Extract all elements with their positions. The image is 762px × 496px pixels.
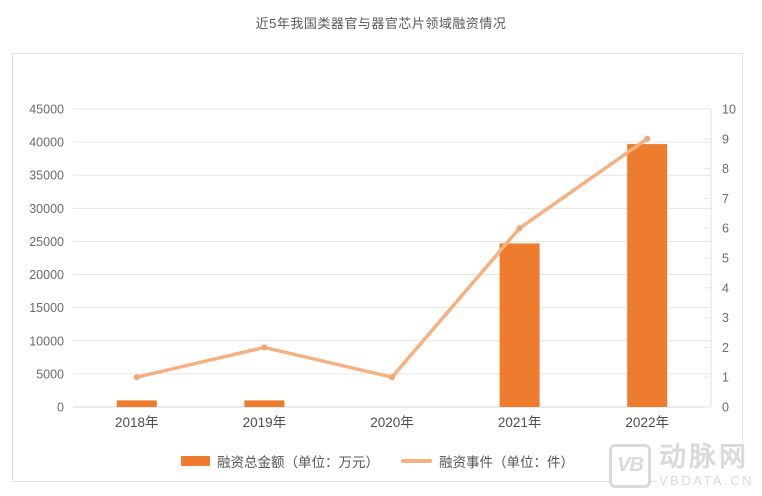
legend-item-line[interactable]: 融资事件（单位：件） [401,451,574,471]
right-axis-tick-label: 7 [722,192,729,206]
left-axis-tick-label: 15000 [29,301,64,315]
bar-2022年 [627,144,668,407]
line-point-2021年 [516,225,523,232]
watermark-domain: VBDATA.CN [659,473,754,488]
right-axis-tick-label: 3 [722,311,729,325]
line-point-2020年 [389,374,395,381]
bar-2019年 [244,400,285,407]
bar-2018年 [116,400,157,407]
left-axis-tick-label: 10000 [29,334,64,348]
legend-label-bar: 融资总金额（单位：万元） [217,455,379,470]
line-swatch-icon [401,459,432,463]
line-point-2018年 [133,374,140,381]
left-axis-tick-label: 45000 [29,103,64,117]
right-axis-tick-label: 10 [722,103,736,117]
watermark-brand: 动脉网 [659,442,750,472]
right-axis-tick-label: 0 [722,401,729,415]
right-axis-tick-label: 1 [722,371,729,385]
line-point-2022年 [644,135,651,142]
legend-item-bar[interactable]: 融资总金额（单位：万元） [181,451,379,471]
financing-chart: 0 5000 10000 15000 20000 25000 30000 35000 40000… [29,103,736,431]
right-axis-tick-label: 2 [722,341,729,355]
left-axis-tick-label: 35000 [29,169,64,183]
x-axis-label: 2021年 [498,415,542,430]
chart-card: 0 5000 10000 15000 20000 25000 30000 35000 40000… [12,53,743,482]
watermark-text: 动脉网 VBDATA.CN [657,442,756,489]
watermark: VB 动脉网 VBDATA.CN [609,442,756,489]
x-axis-label: 2018年 [115,415,159,430]
chart-legend: 融资总金额（单位：万元） 融资事件（单位：件） [13,450,742,472]
page-title: 近5年我国类器官与器官芯片领域融资情况 [255,16,507,31]
line-series [135,137,649,379]
left-axis-tick-label: 25000 [29,235,64,249]
left-axis-tick-label: 40000 [29,136,64,150]
right-axis-tick-label: 8 [722,162,729,176]
vb-logo-icon: VB [609,443,652,488]
right-axis-tick-label: 9 [722,132,729,146]
right-axis-tick-label: 5 [722,252,729,266]
left-axis-tick-label: 30000 [29,202,64,216]
bar-swatch-icon [181,456,210,466]
x-axis-label: 2022年 [625,415,669,430]
right-axis-tick-label: 6 [722,222,729,236]
line-point-2019年 [261,344,268,351]
x-axis-label: 2020年 [370,415,414,430]
x-axis-label: 2019年 [243,415,287,430]
left-axis-tick-label: 5000 [36,367,64,381]
right-axis-tick-label: 4 [722,281,729,295]
bar-2021年 [499,243,540,407]
left-axis-tick-label: 20000 [29,268,64,282]
legend-label-line: 融资事件（单位：件） [439,455,574,470]
left-axis-tick-label: 0 [57,401,64,415]
